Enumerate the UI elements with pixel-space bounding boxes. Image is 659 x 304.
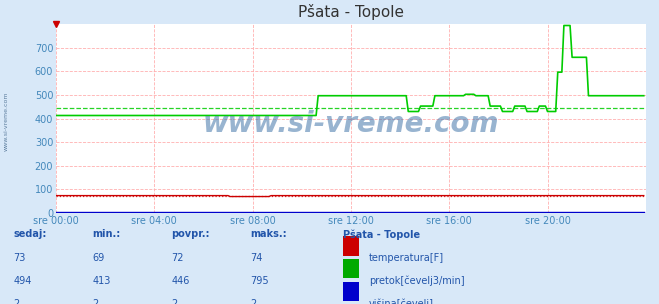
- Title: Pšata - Topole: Pšata - Topole: [298, 4, 404, 20]
- Text: www.si-vreme.com: www.si-vreme.com: [203, 110, 499, 138]
- Text: 795: 795: [250, 276, 269, 286]
- Text: 2: 2: [92, 299, 98, 304]
- Text: 69: 69: [92, 253, 105, 263]
- Text: 446: 446: [171, 276, 190, 286]
- Text: pretok[čevelj3/min]: pretok[čevelj3/min]: [369, 276, 465, 286]
- Text: 2: 2: [13, 299, 19, 304]
- Text: povpr.:: povpr.:: [171, 229, 210, 239]
- Text: 74: 74: [250, 253, 263, 263]
- Bar: [343, 236, 359, 255]
- Text: Pšata - Topole: Pšata - Topole: [343, 229, 420, 240]
- Text: www.si-vreme.com: www.si-vreme.com: [4, 92, 9, 151]
- Text: maks.:: maks.:: [250, 229, 287, 239]
- Text: sedaj:: sedaj:: [13, 229, 47, 239]
- Bar: [343, 259, 359, 278]
- Text: 413: 413: [92, 276, 111, 286]
- Text: temperatura[F]: temperatura[F]: [369, 253, 444, 263]
- Text: 494: 494: [13, 276, 32, 286]
- Text: 72: 72: [171, 253, 184, 263]
- Text: 73: 73: [13, 253, 26, 263]
- Text: 2: 2: [171, 299, 177, 304]
- Text: višina[čevelj]: višina[čevelj]: [369, 299, 434, 304]
- Text: min.:: min.:: [92, 229, 121, 239]
- Text: 2: 2: [250, 299, 256, 304]
- Bar: [343, 282, 359, 301]
